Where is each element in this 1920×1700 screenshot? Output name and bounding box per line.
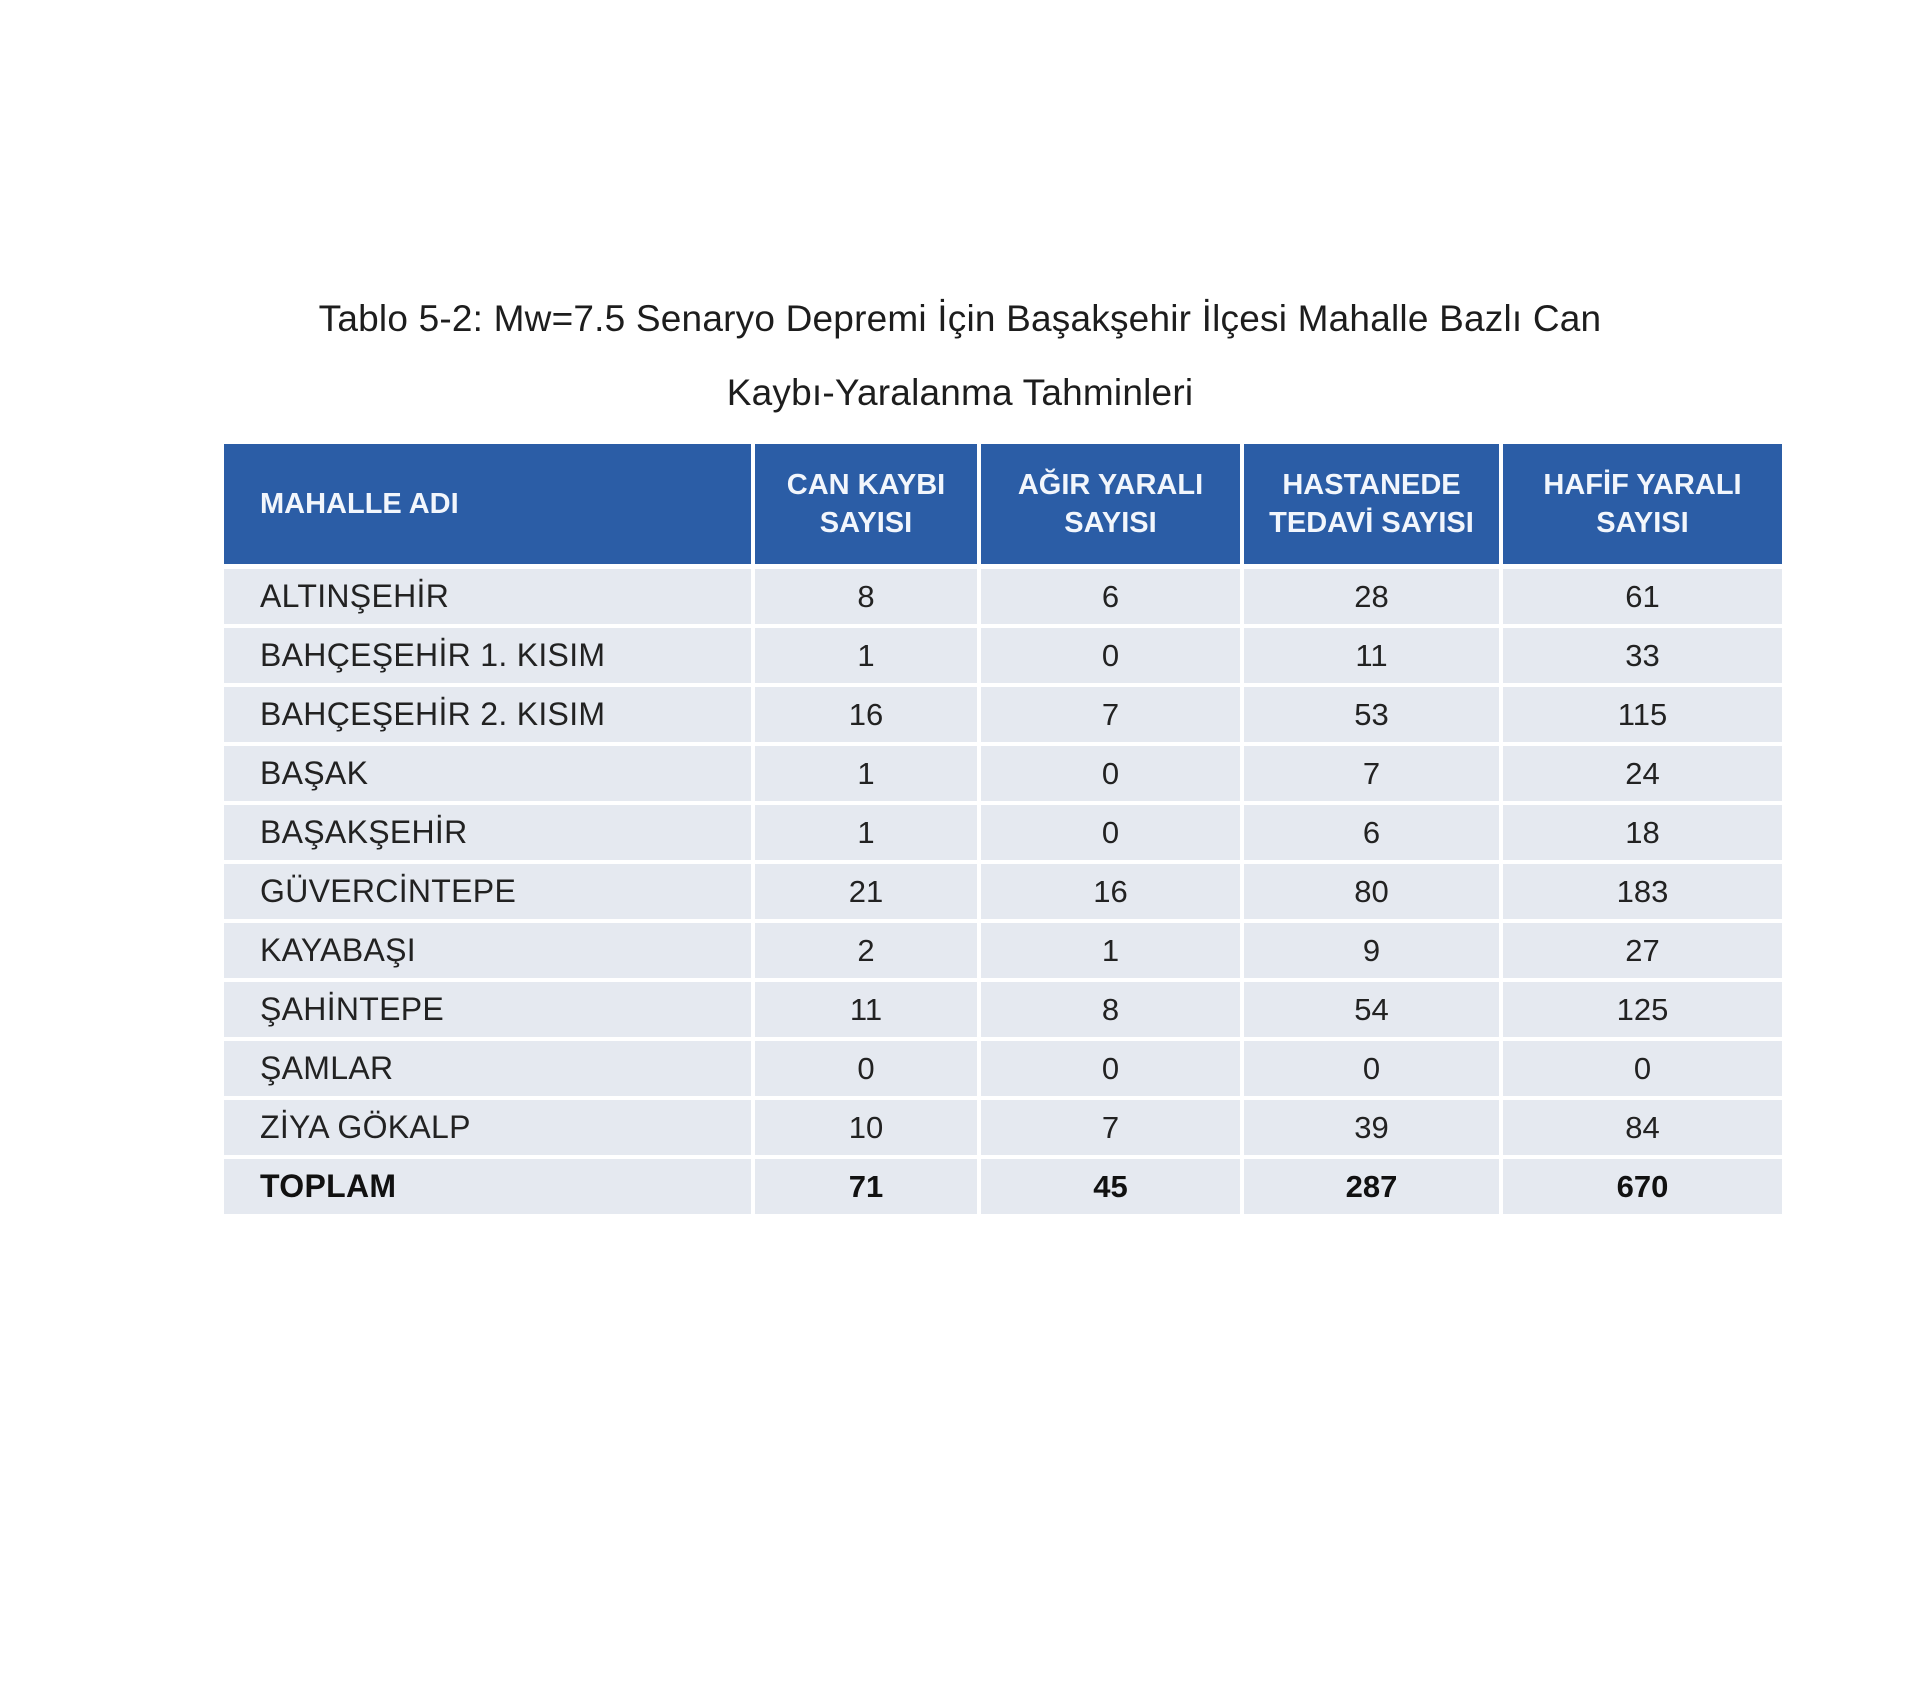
cell-hastanede: 6 <box>1244 805 1499 860</box>
cell-can-kaybi: 0 <box>755 1041 977 1096</box>
table-title-line2: Kaybı-Yaralanma Tahminleri <box>726 372 1194 413</box>
header-hafif-yarali-sayisi: HAFİF YARALI SAYISI <box>1503 444 1782 564</box>
cell-mahalle: GÜVERCİNTEPE <box>224 864 751 919</box>
cell-mahalle: TOPLAM <box>224 1159 751 1214</box>
cell-hafif-yarali: 24 <box>1503 746 1782 801</box>
table-row: BAŞAK 1 0 7 24 <box>224 746 1782 801</box>
cell-mahalle: BAŞAK <box>224 746 751 801</box>
header-agir-yarali-sayisi: AĞIR YARALI SAYISI <box>981 444 1240 564</box>
table-title-line1: Tablo 5-2: Mw=7.5 Senaryo Depremi İçin B… <box>318 298 1602 339</box>
cell-agir-yarali: 1 <box>981 923 1240 978</box>
cell-mahalle: BAŞAKŞEHİR <box>224 805 751 860</box>
cell-mahalle: KAYABAŞI <box>224 923 751 978</box>
table-row: ŞAMLAR 0 0 0 0 <box>224 1041 1782 1096</box>
casualty-table: MAHALLE ADI CAN KAYBI SAYISI AĞIR YARALI… <box>224 444 1782 1214</box>
cell-can-kaybi: 1 <box>755 628 977 683</box>
header-mahalle-adi: MAHALLE ADI <box>224 444 751 564</box>
cell-hafif-yarali: 115 <box>1503 687 1782 742</box>
cell-mahalle: BAHÇEŞEHİR 2. KISIM <box>224 687 751 742</box>
cell-mahalle: ŞAHİNTEPE <box>224 982 751 1037</box>
cell-can-kaybi: 1 <box>755 746 977 801</box>
cell-hafif-yarali: 670 <box>1503 1159 1782 1214</box>
cell-hastanede: 9 <box>1244 923 1499 978</box>
cell-hastanede: 287 <box>1244 1159 1499 1214</box>
table-row: ZİYA GÖKALP 10 7 39 84 <box>224 1100 1782 1155</box>
cell-mahalle: ZİYA GÖKALP <box>224 1100 751 1155</box>
cell-mahalle: BAHÇEŞEHİR 1. KISIM <box>224 628 751 683</box>
table-body: ALTINŞEHİR 8 6 28 61 BAHÇEŞEHİR 1. KISIM… <box>224 569 1782 1214</box>
cell-hastanede: 54 <box>1244 982 1499 1037</box>
cell-mahalle: ŞAMLAR <box>224 1041 751 1096</box>
cell-can-kaybi: 21 <box>755 864 977 919</box>
table-row: BAŞAKŞEHİR 1 0 6 18 <box>224 805 1782 860</box>
cell-mahalle: ALTINŞEHİR <box>224 569 751 624</box>
cell-can-kaybi: 16 <box>755 687 977 742</box>
cell-hastanede: 39 <box>1244 1100 1499 1155</box>
cell-can-kaybi: 1 <box>755 805 977 860</box>
cell-can-kaybi: 8 <box>755 569 977 624</box>
cell-hafif-yarali: 27 <box>1503 923 1782 978</box>
cell-hastanede: 7 <box>1244 746 1499 801</box>
cell-agir-yarali: 8 <box>981 982 1240 1037</box>
cell-hastanede: 11 <box>1244 628 1499 683</box>
table-row: GÜVERCİNTEPE 21 16 80 183 <box>224 864 1782 919</box>
cell-hafif-yarali: 84 <box>1503 1100 1782 1155</box>
cell-agir-yarali: 7 <box>981 1100 1240 1155</box>
table-row: BAHÇEŞEHİR 2. KISIM 16 7 53 115 <box>224 687 1782 742</box>
cell-hastanede: 53 <box>1244 687 1499 742</box>
cell-can-kaybi: 71 <box>755 1159 977 1214</box>
cell-can-kaybi: 10 <box>755 1100 977 1155</box>
cell-hafif-yarali: 33 <box>1503 628 1782 683</box>
header-hastanede-tedavi-sayisi: HASTANEDE TEDAVİ SAYISI <box>1244 444 1499 564</box>
cell-can-kaybi: 2 <box>755 923 977 978</box>
cell-can-kaybi: 11 <box>755 982 977 1037</box>
cell-hastanede: 28 <box>1244 569 1499 624</box>
table-title: Tablo 5-2: Mw=7.5 Senaryo Depremi İçin B… <box>0 282 1920 430</box>
cell-agir-yarali: 7 <box>981 687 1240 742</box>
cell-hafif-yarali: 183 <box>1503 864 1782 919</box>
table-row-total: TOPLAM 71 45 287 670 <box>224 1159 1782 1214</box>
header-can-kaybi-sayisi: CAN KAYBI SAYISI <box>755 444 977 564</box>
table-row: ALTINŞEHİR 8 6 28 61 <box>224 569 1782 624</box>
cell-hastanede: 0 <box>1244 1041 1499 1096</box>
cell-hafif-yarali: 125 <box>1503 982 1782 1037</box>
cell-agir-yarali: 0 <box>981 628 1240 683</box>
cell-agir-yarali: 16 <box>981 864 1240 919</box>
cell-hafif-yarali: 18 <box>1503 805 1782 860</box>
cell-agir-yarali: 45 <box>981 1159 1240 1214</box>
cell-hafif-yarali: 0 <box>1503 1041 1782 1096</box>
cell-hafif-yarali: 61 <box>1503 569 1782 624</box>
cell-agir-yarali: 0 <box>981 746 1240 801</box>
cell-hastanede: 80 <box>1244 864 1499 919</box>
table-row: ŞAHİNTEPE 11 8 54 125 <box>224 982 1782 1037</box>
table-row: KAYABAŞI 2 1 9 27 <box>224 923 1782 978</box>
cell-agir-yarali: 6 <box>981 569 1240 624</box>
table-header-row: MAHALLE ADI CAN KAYBI SAYISI AĞIR YARALI… <box>224 444 1782 564</box>
table-row: BAHÇEŞEHİR 1. KISIM 1 0 11 33 <box>224 628 1782 683</box>
cell-agir-yarali: 0 <box>981 1041 1240 1096</box>
cell-agir-yarali: 0 <box>981 805 1240 860</box>
